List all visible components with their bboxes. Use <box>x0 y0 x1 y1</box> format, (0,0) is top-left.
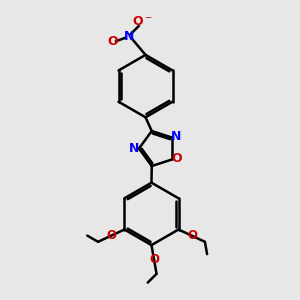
Text: O: O <box>149 253 159 266</box>
Text: O: O <box>172 152 182 165</box>
Text: N: N <box>129 142 140 155</box>
Text: O: O <box>187 229 197 242</box>
Text: N: N <box>124 30 134 43</box>
Text: O$^-$: O$^-$ <box>132 14 152 28</box>
Text: O: O <box>106 229 116 242</box>
Text: N: N <box>171 130 181 143</box>
Text: O: O <box>107 35 118 48</box>
